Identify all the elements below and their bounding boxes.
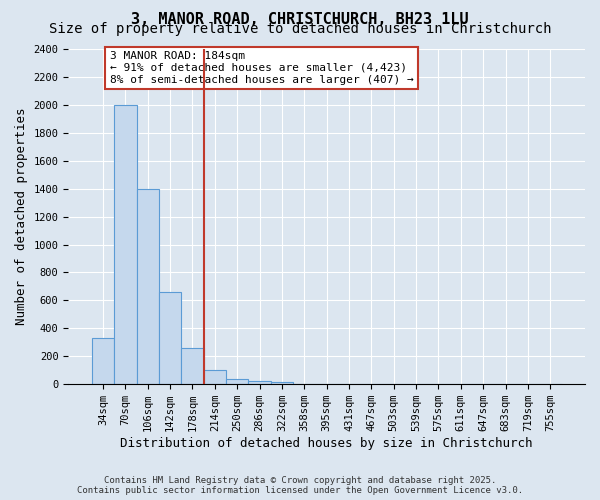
Bar <box>203 370 226 384</box>
Bar <box>181 348 203 384</box>
Text: 3 MANOR ROAD: 184sqm
← 91% of detached houses are smaller (4,423)
8% of semi-det: 3 MANOR ROAD: 184sqm ← 91% of detached h… <box>110 52 413 84</box>
Bar <box>271 382 293 384</box>
Bar <box>92 338 114 384</box>
Text: 3, MANOR ROAD, CHRISTCHURCH, BH23 1LU: 3, MANOR ROAD, CHRISTCHURCH, BH23 1LU <box>131 12 469 28</box>
Bar <box>159 292 181 384</box>
Text: Size of property relative to detached houses in Christchurch: Size of property relative to detached ho… <box>49 22 551 36</box>
Text: Contains HM Land Registry data © Crown copyright and database right 2025.
Contai: Contains HM Land Registry data © Crown c… <box>77 476 523 495</box>
Bar <box>114 105 137 384</box>
Bar <box>137 188 159 384</box>
Bar <box>248 380 271 384</box>
X-axis label: Distribution of detached houses by size in Christchurch: Distribution of detached houses by size … <box>121 437 533 450</box>
Bar <box>226 378 248 384</box>
Y-axis label: Number of detached properties: Number of detached properties <box>15 108 28 326</box>
